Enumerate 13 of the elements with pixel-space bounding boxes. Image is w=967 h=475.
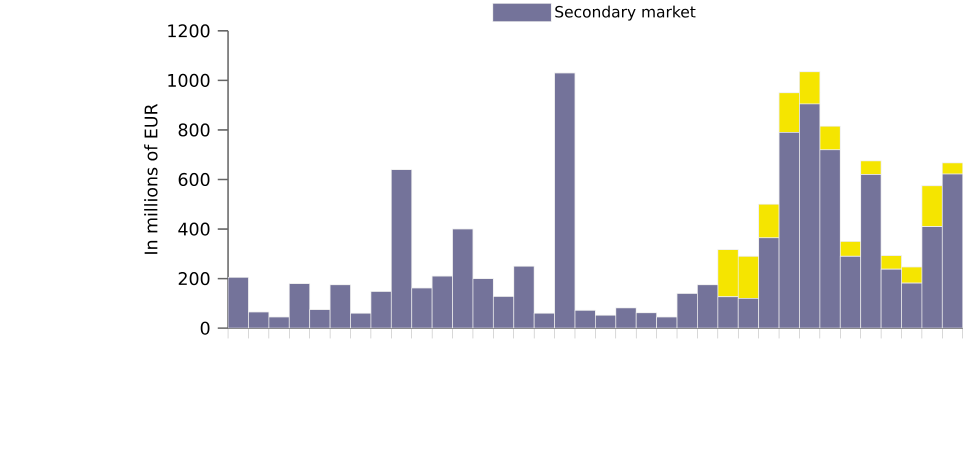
y-tick-label: 1200 [168,24,210,38]
y-tick-label: 800 [178,123,210,137]
legend-label: Secondary market [555,6,696,21]
y-tick-label: 1000 [168,74,210,87]
bar [819,126,841,150]
y-tick-label: 0 [200,322,210,335]
y-tick-label: 600 [178,172,210,186]
y-axis-title: In millions of EUR [144,104,158,254]
bar [922,185,943,227]
y-tick-label: 200 [178,272,210,286]
bar [840,241,862,257]
bar [758,204,780,238]
y-tick-label: 400 [178,222,210,236]
